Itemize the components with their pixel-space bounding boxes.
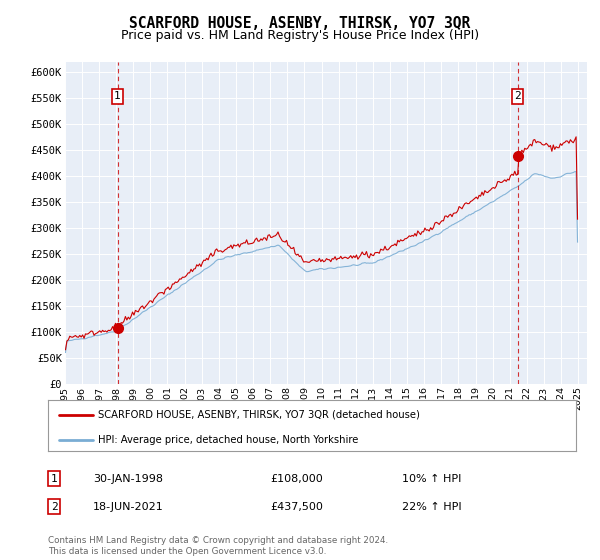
Text: SCARFORD HOUSE, ASENBY, THIRSK, YO7 3QR: SCARFORD HOUSE, ASENBY, THIRSK, YO7 3QR — [130, 16, 470, 31]
Text: 1: 1 — [114, 91, 121, 101]
Text: 22% ↑ HPI: 22% ↑ HPI — [402, 502, 461, 512]
Text: 1: 1 — [50, 474, 58, 484]
Text: 30-JAN-1998: 30-JAN-1998 — [93, 474, 163, 484]
Text: 2: 2 — [514, 91, 521, 101]
Text: HPI: Average price, detached house, North Yorkshire: HPI: Average price, detached house, Nort… — [98, 435, 359, 445]
Text: 10% ↑ HPI: 10% ↑ HPI — [402, 474, 461, 484]
Text: Contains HM Land Registry data © Crown copyright and database right 2024.
This d: Contains HM Land Registry data © Crown c… — [48, 536, 388, 556]
Text: Price paid vs. HM Land Registry's House Price Index (HPI): Price paid vs. HM Land Registry's House … — [121, 29, 479, 42]
Text: £108,000: £108,000 — [270, 474, 323, 484]
Text: 18-JUN-2021: 18-JUN-2021 — [93, 502, 164, 512]
Text: 2: 2 — [50, 502, 58, 512]
Text: £437,500: £437,500 — [270, 502, 323, 512]
Text: SCARFORD HOUSE, ASENBY, THIRSK, YO7 3QR (detached house): SCARFORD HOUSE, ASENBY, THIRSK, YO7 3QR … — [98, 409, 420, 419]
